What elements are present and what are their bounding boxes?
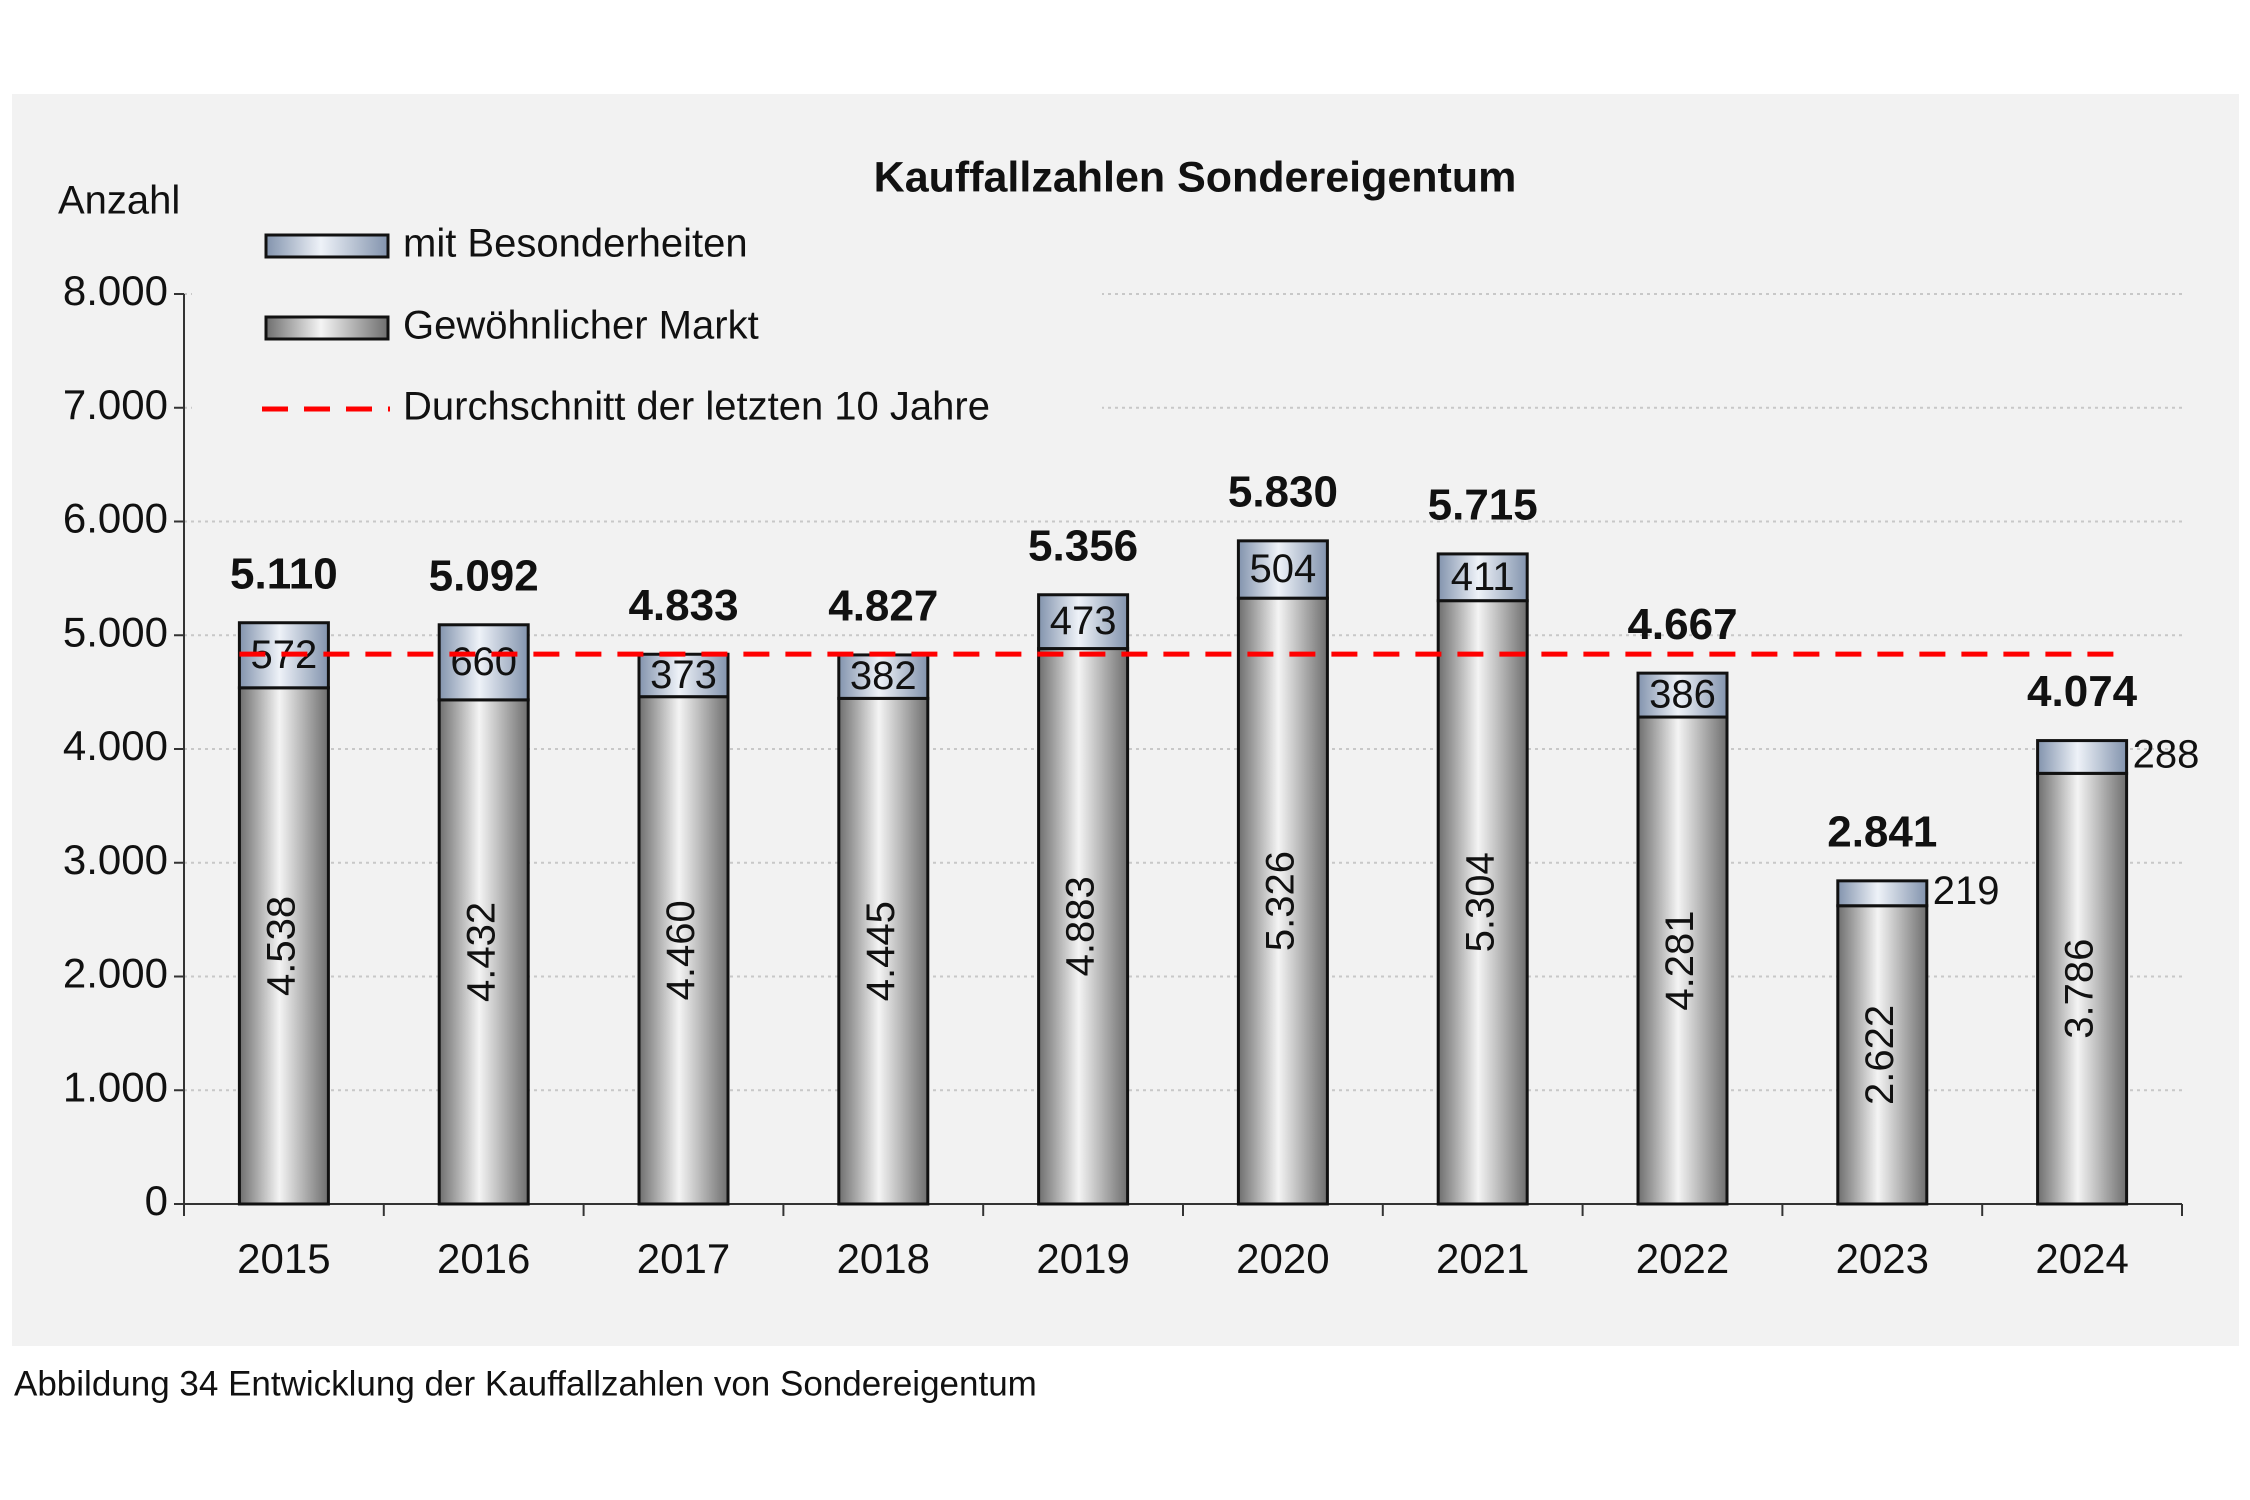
data-label: 386 — [1649, 673, 1716, 717]
y-tick-label: 6.000 — [63, 495, 168, 542]
bar-segment — [1436, 599, 1529, 1206]
x-tick-label: 2024 — [2035, 1235, 2128, 1282]
y-tick-label: 5.000 — [63, 608, 168, 655]
bar-segment — [837, 696, 930, 1206]
bar-segment — [1436, 552, 1529, 603]
x-tick-label: 2017 — [637, 1235, 730, 1282]
y-tick-label: 0 — [145, 1177, 168, 1224]
bar-segment — [2036, 771, 2129, 1206]
bar-segment — [1836, 879, 1929, 908]
total-label: 5.356 — [1028, 521, 1138, 570]
x-tick-label: 2020 — [1236, 1235, 1329, 1282]
y-tick-label: 3.000 — [63, 836, 168, 883]
chart-title: Kauffallzahlen Sondereigentum — [874, 153, 1517, 201]
x-tick-label: 2016 — [437, 1235, 530, 1282]
caption: Abbildung 34 Entwicklung der Kauffallzah… — [14, 1364, 1037, 1403]
x-tick-label: 2022 — [1636, 1235, 1729, 1282]
data-label: 4.432 — [459, 902, 503, 1002]
y-axis-label: Anzahl — [58, 179, 180, 223]
total-label: 4.833 — [628, 581, 738, 630]
bar-segment — [237, 686, 330, 1206]
total-label: 2.841 — [1827, 807, 1937, 856]
bar-segment — [437, 698, 530, 1206]
legend-swatch — [264, 233, 390, 259]
data-label: 219 — [1933, 869, 2000, 913]
bar-segment — [1236, 596, 1329, 1206]
y-tick-label: 7.000 — [63, 381, 168, 428]
data-label: 373 — [650, 653, 717, 697]
data-label: 288 — [2133, 733, 2200, 777]
total-label: 5.830 — [1228, 467, 1338, 516]
data-label: 4.883 — [1059, 876, 1103, 976]
data-label: 5.304 — [1458, 852, 1502, 952]
bar-segment — [837, 653, 930, 700]
x-tick-label: 2019 — [1036, 1235, 1129, 1282]
y-tick-label: 2.000 — [63, 950, 168, 997]
legend-label: Gewöhnlicher Markt — [403, 304, 759, 348]
legend-label: mit Besonderheiten — [403, 222, 748, 266]
total-label: 5.092 — [429, 551, 539, 600]
data-label: 5.326 — [1258, 851, 1302, 951]
bar-segment — [437, 623, 530, 702]
total-label: 4.827 — [828, 582, 938, 631]
bar-segment — [1236, 539, 1329, 600]
x-tick-label: 2023 — [1836, 1235, 1929, 1282]
data-label: 473 — [1050, 599, 1117, 643]
data-label: 3.786 — [2058, 939, 2102, 1039]
data-label: 504 — [1250, 547, 1317, 591]
data-label: 660 — [450, 640, 517, 684]
bar-segment — [1636, 671, 1729, 719]
data-label: 4.538 — [259, 896, 303, 996]
y-tick-label: 1.000 — [63, 1063, 168, 1110]
y-tick-label: 8.000 — [63, 267, 168, 314]
data-label: 2.622 — [1858, 1005, 1902, 1105]
data-label: 4.281 — [1658, 910, 1702, 1010]
legend-swatch — [264, 315, 390, 341]
x-tick-label: 2018 — [837, 1235, 930, 1282]
bar-segment — [1037, 647, 1130, 1206]
x-tick-label: 2021 — [1436, 1235, 1529, 1282]
x-tick-label: 2015 — [237, 1235, 330, 1282]
bar-segment — [1636, 715, 1729, 1206]
data-label: 4.460 — [659, 900, 703, 1000]
data-label: 382 — [850, 654, 917, 698]
y-tick-label: 4.000 — [63, 722, 168, 769]
legend-label: Durchschnitt der letzten 10 Jahre — [403, 385, 990, 429]
total-label: 4.074 — [2027, 667, 2138, 716]
bar-segment — [2036, 739, 2129, 775]
bar-segment — [1037, 593, 1130, 651]
data-label: 4.445 — [859, 901, 903, 1001]
data-label: 411 — [1451, 555, 1515, 599]
total-label: 5.715 — [1428, 481, 1538, 530]
total-label: 4.667 — [1627, 600, 1737, 649]
total-label: 5.110 — [230, 549, 338, 598]
bar-segment — [1836, 904, 1929, 1206]
